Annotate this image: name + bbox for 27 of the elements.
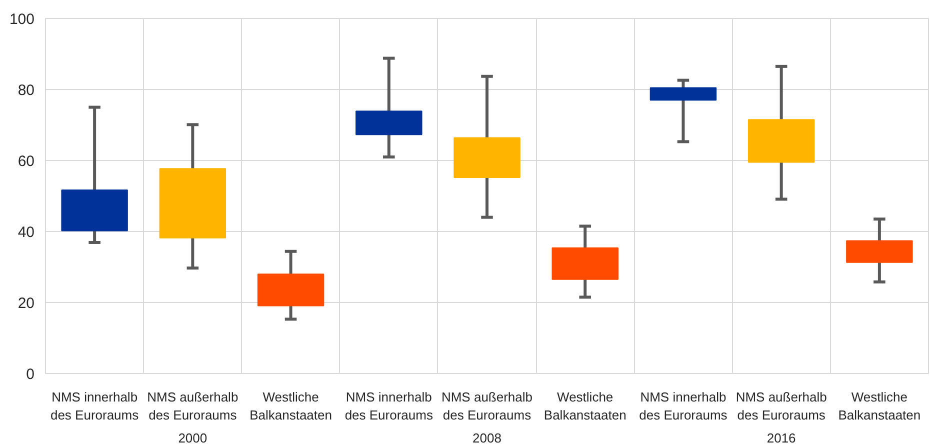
bar [356,110,422,136]
bar [846,240,913,263]
x-tick-label: Westliche Balkanstaaten [544,390,626,422]
y-tick-label: 20 [18,295,35,312]
x-tick-label: NMS innerhalb des Euroraums [639,390,728,422]
bar [257,274,324,306]
x-tick-label: Westliche Balkanstaaten [250,390,332,422]
bar [552,247,618,280]
y-tick-label: 80 [18,82,35,99]
y-tick-label: 40 [18,224,35,241]
text: 2000 [178,430,208,445]
bar [650,87,717,101]
x-tick-label: NMS innerhalb des Euroraums [50,390,140,422]
bar [748,119,815,163]
text: 2016 [766,430,796,445]
x-tick-label: NMS außerhalb des Euroraums [736,390,827,422]
x-tick-label: Westliche Balkanstaaten [838,390,921,422]
text: 2008 [472,430,502,445]
bar [159,168,226,238]
x-tick-label: NMS außerhalb des Euroraums [441,390,533,422]
bar [61,189,128,232]
y-tick-label: 100 [9,11,35,28]
x-tick-label: NMS innerhalb des Euroraums [344,390,434,422]
bar [454,137,520,178]
y-tick-label: 60 [18,153,35,170]
y-tick-label: 0 [26,366,34,383]
x-tick-label: NMS außerhalb des Euroraums [147,390,238,422]
